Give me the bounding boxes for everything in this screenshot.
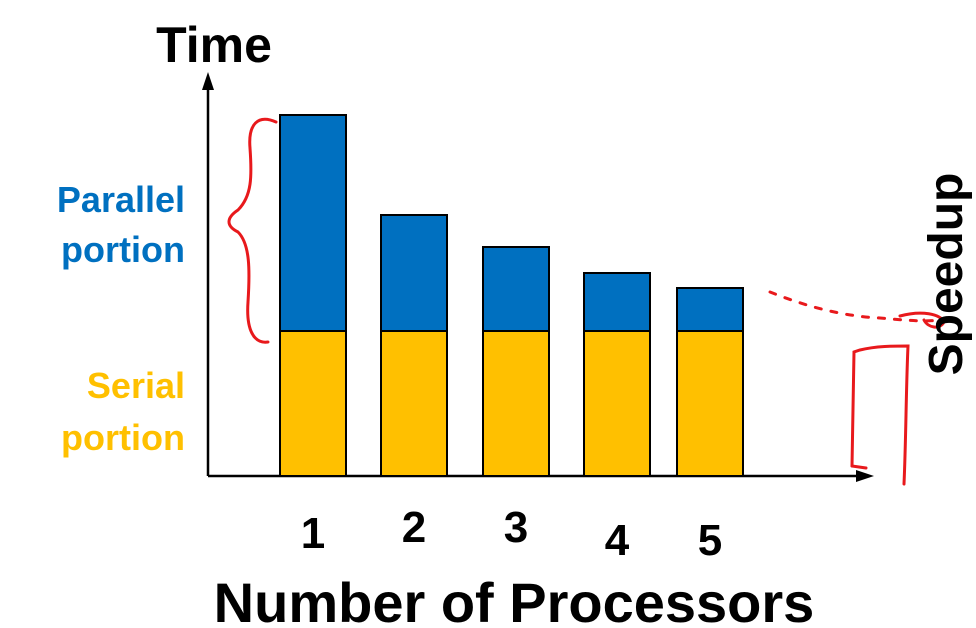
x-tick-label-2: 2 xyxy=(402,503,426,552)
x-tick-label-4: 4 xyxy=(605,516,630,565)
speedup-curl-annotation xyxy=(898,311,946,329)
bar-serial-3 xyxy=(482,330,550,477)
y-axis-title: Time xyxy=(156,17,272,73)
speedup-annotation: Speedup xyxy=(920,173,973,376)
bar-parallel-2 xyxy=(380,214,448,332)
tick-labels-group: 1 2 3 4 5 xyxy=(301,503,722,565)
bar-parallel-5 xyxy=(676,287,744,332)
x-tick-label-1: 1 xyxy=(301,509,325,558)
x-tick-label-5: 5 xyxy=(698,516,722,565)
bars-group xyxy=(279,114,744,477)
bar-parallel-1 xyxy=(279,114,347,332)
speedup-bar-outline-annotation xyxy=(850,344,910,486)
bar-parallel-3 xyxy=(482,246,550,332)
legend-parallel-line2: portion xyxy=(61,229,185,270)
bar-serial-1 xyxy=(279,330,347,477)
bar-serial-2 xyxy=(380,330,448,477)
speedup-dotted-trend-annotation xyxy=(768,290,944,323)
legend-parallel: Parallel portion xyxy=(57,179,185,270)
parallel-brace-annotation xyxy=(227,117,278,344)
bar-serial-5 xyxy=(676,330,744,477)
legend-parallel-line1: Parallel xyxy=(57,179,185,220)
legend-serial-line2: portion xyxy=(61,417,185,458)
x-tick-label-3: 3 xyxy=(504,503,528,552)
x-axis-title: Number of Processors xyxy=(214,571,815,628)
y-axis-arrow xyxy=(202,72,214,90)
legend-serial-line1: Serial xyxy=(87,365,185,406)
speedup-bar-base-annotation xyxy=(850,464,868,470)
legend-serial: Serial portion xyxy=(61,365,185,458)
x-axis-arrow xyxy=(856,470,874,482)
bar-serial-4 xyxy=(583,330,651,477)
bar-parallel-4 xyxy=(583,272,651,332)
